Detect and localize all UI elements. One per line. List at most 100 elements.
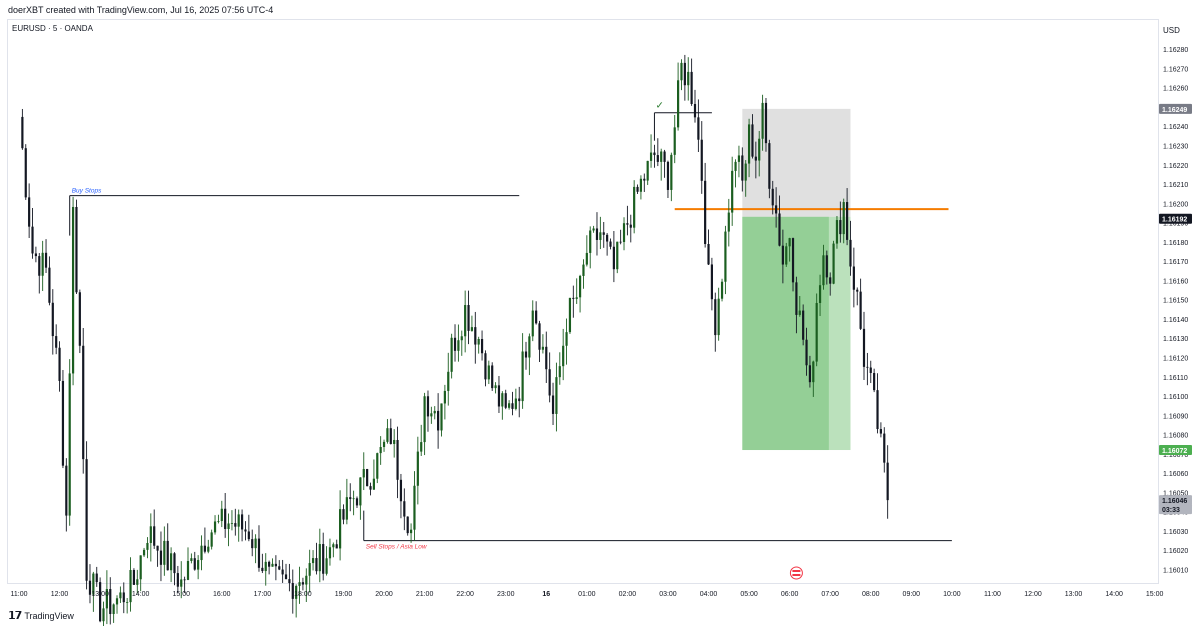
candle-body <box>393 439 396 444</box>
candle <box>278 560 281 571</box>
candle-body <box>585 252 588 265</box>
candle <box>332 542 335 558</box>
candle <box>115 595 119 614</box>
price-tag-stop <box>1159 103 1192 114</box>
candle <box>217 514 220 524</box>
candle <box>295 584 298 618</box>
candle-body <box>839 220 842 235</box>
candle-body <box>217 521 220 522</box>
candle <box>203 527 206 554</box>
candle-body <box>832 243 835 284</box>
candle <box>771 180 774 215</box>
candle <box>180 561 183 599</box>
candle-body <box>362 469 365 478</box>
candle <box>240 509 244 542</box>
candle <box>508 400 511 410</box>
candle <box>599 216 602 250</box>
candle <box>224 493 227 538</box>
zones-layer <box>742 108 851 451</box>
candle-body <box>193 558 196 570</box>
candle-body <box>768 143 771 189</box>
y-tick-label: 1.16080 <box>1163 433 1188 440</box>
candle-body <box>376 453 379 479</box>
candle <box>146 537 149 559</box>
candle-body <box>791 238 795 283</box>
candle-body <box>467 305 470 331</box>
candle-body <box>153 526 156 546</box>
candle-body <box>227 523 230 530</box>
candle <box>633 180 636 234</box>
candle <box>58 341 61 392</box>
candle <box>230 510 234 531</box>
x-tick-label: 03:00 <box>659 591 677 598</box>
candle-body <box>818 285 822 303</box>
candle-body <box>298 582 301 586</box>
candle-body <box>660 151 663 162</box>
candle <box>126 597 129 614</box>
candle <box>585 235 588 267</box>
candle-body <box>99 582 102 622</box>
candle <box>606 232 609 256</box>
candle-body <box>447 371 450 391</box>
candle <box>176 565 179 593</box>
candle-body <box>261 567 264 572</box>
candle-body <box>720 281 724 299</box>
candle <box>839 201 842 243</box>
candle <box>683 54 686 101</box>
candle-body <box>572 297 575 299</box>
candle-body <box>325 558 328 574</box>
candle <box>622 217 626 251</box>
candle <box>524 341 528 370</box>
candle-body <box>281 569 284 575</box>
candle <box>31 208 34 259</box>
labels-layer: Buy Stops Sell Stops / Asia Low ✓ <box>72 101 803 580</box>
candle <box>21 108 24 150</box>
candle-body <box>862 328 866 367</box>
candle-body <box>758 138 761 161</box>
axis-currency[interactable]: USD <box>1163 26 1180 35</box>
candle <box>873 368 876 393</box>
candle <box>254 534 257 564</box>
candle <box>163 526 166 576</box>
candle-body <box>122 592 125 603</box>
candle-body <box>48 267 51 303</box>
x-tick-label: 17:00 <box>254 591 272 598</box>
candle-body <box>132 570 136 585</box>
candle-body <box>349 497 352 500</box>
price-tag-current <box>1159 495 1192 506</box>
candle-body <box>112 604 115 615</box>
candle <box>781 229 784 284</box>
candle-body <box>295 585 298 599</box>
candle-body <box>808 365 812 383</box>
candle-body <box>633 186 636 228</box>
candle-body <box>700 139 703 181</box>
candle <box>518 386 521 418</box>
candle <box>876 373 879 434</box>
candle <box>673 114 676 164</box>
candle <box>710 257 713 311</box>
candle <box>768 139 771 199</box>
plot-frame <box>7 19 1159 584</box>
price-tag-label: 1.16072 <box>1162 448 1187 455</box>
candle <box>829 272 832 296</box>
candle <box>595 212 599 256</box>
candle <box>430 406 433 424</box>
candle <box>842 198 845 244</box>
candle-body <box>200 545 203 561</box>
candle <box>403 488 406 531</box>
candle <box>44 239 48 273</box>
symbol-label[interactable]: EURUSD · 5 · OANDA <box>12 24 93 33</box>
candle <box>778 195 781 247</box>
candle <box>741 147 744 192</box>
candle-body <box>508 403 511 408</box>
price-tag-label: 1.16192 <box>1162 217 1187 224</box>
candle-body <box>109 589 112 615</box>
candle <box>75 199 78 294</box>
candle-body <box>92 573 95 595</box>
candle <box>775 187 778 228</box>
candle <box>406 516 409 536</box>
candle-body <box>234 523 237 527</box>
candle <box>704 162 707 248</box>
event-flag-icon <box>789 566 803 580</box>
